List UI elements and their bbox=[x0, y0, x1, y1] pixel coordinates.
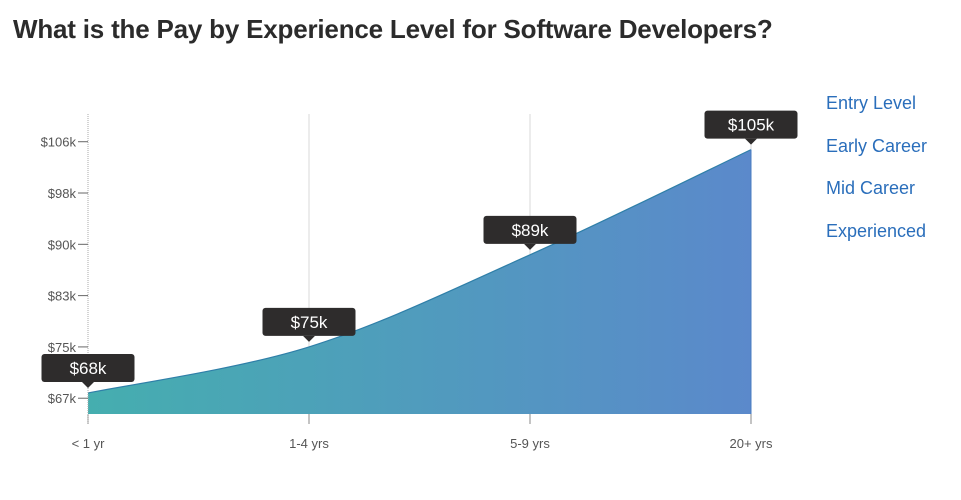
legend-item[interactable]: Experienced bbox=[826, 220, 927, 241]
legend-item[interactable]: Early Career bbox=[826, 135, 928, 156]
data-label-text: $75k bbox=[291, 313, 328, 332]
y-tick-label: $67k bbox=[48, 391, 77, 406]
chart-title: What is the Pay by Experience Level for … bbox=[13, 14, 773, 44]
legend-item[interactable]: Mid Career bbox=[826, 178, 916, 198]
data-label: $89k bbox=[483, 215, 577, 250]
area-line bbox=[87, 149, 752, 394]
data-label-text: $68k bbox=[70, 359, 107, 378]
area-fill bbox=[88, 149, 751, 414]
data-label-text: $89k bbox=[512, 221, 549, 240]
data-label-box bbox=[262, 307, 356, 336]
y-tick-label: $83k bbox=[48, 289, 77, 304]
data-label: $68k bbox=[41, 353, 135, 388]
y-tick-label: $75k bbox=[48, 340, 77, 355]
y-tick-label: $98k bbox=[48, 186, 77, 201]
data-label: $75k bbox=[262, 307, 356, 342]
y-tick-label: $106k bbox=[41, 135, 77, 150]
data-label-box bbox=[704, 110, 798, 139]
data-label-box bbox=[483, 215, 577, 244]
x-tick-label: 20+ yrs bbox=[730, 436, 773, 451]
data-label-box bbox=[41, 353, 135, 382]
data-label-pointer bbox=[524, 243, 536, 250]
data-label-text: $105k bbox=[728, 116, 775, 135]
data-label-pointer bbox=[745, 138, 757, 145]
data-label-pointer bbox=[303, 335, 315, 342]
data-label: $105k bbox=[704, 110, 798, 145]
x-tick-label: 5-9 yrs bbox=[510, 436, 550, 451]
x-tick-label: 1-4 yrs bbox=[289, 436, 329, 451]
y-tick-label: $90k bbox=[48, 237, 77, 252]
legend-item[interactable]: Entry Level bbox=[826, 93, 917, 113]
x-tick-label: < 1 yr bbox=[72, 436, 106, 451]
data-label-pointer bbox=[82, 381, 94, 388]
